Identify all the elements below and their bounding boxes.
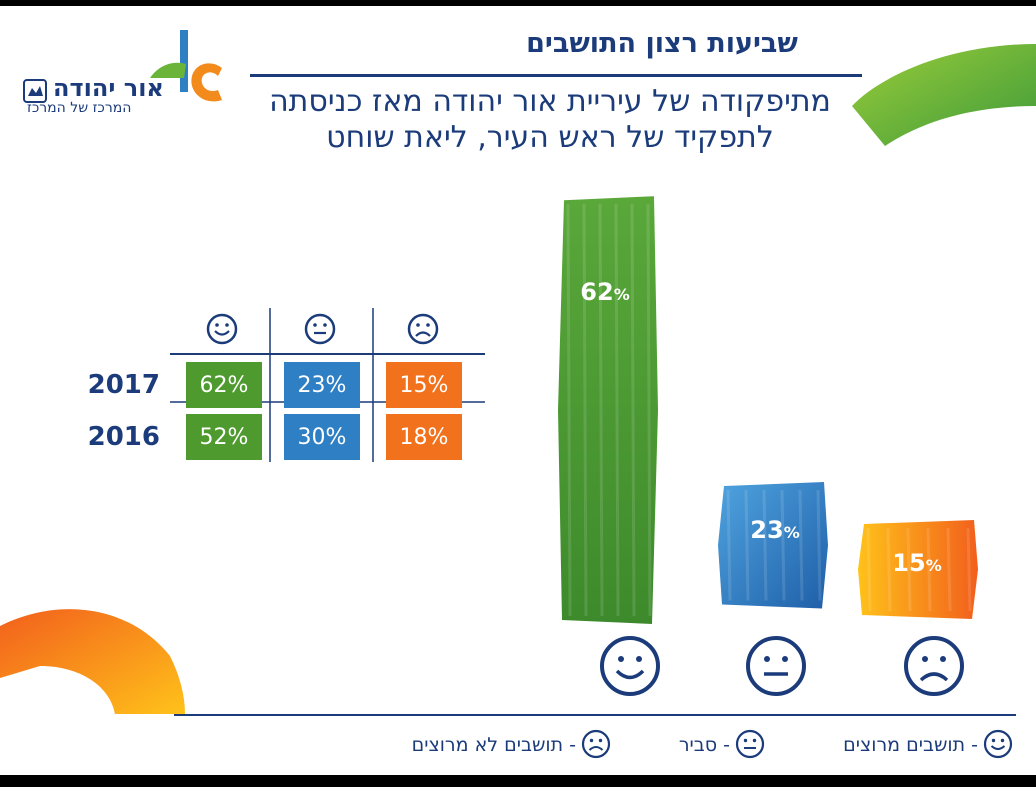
page-subtitle: מתיפקודה של עיריית אור יהודה מאז כניסתה … xyxy=(250,84,850,156)
bar-value-label-unsatisfied: 15% xyxy=(892,549,942,577)
year-label-2017: 2017 xyxy=(87,370,160,400)
bar-unsatisfied xyxy=(858,520,978,619)
cell-2017-neutral: 23% xyxy=(284,362,360,408)
bar-value-label-satisfied: 62% xyxy=(580,278,630,306)
legend-divider xyxy=(174,714,1016,716)
bar-neutral xyxy=(718,482,828,609)
bar-brush-texture xyxy=(582,204,588,617)
year-label-2016: 2016 xyxy=(87,422,160,452)
bar-value-label-neutral: 23% xyxy=(750,516,800,544)
city-emblem-icon xyxy=(23,79,47,103)
legend-unsatisfied: - תושבים לא מרוצים xyxy=(411,734,576,756)
subtitle-line-1: מתיפקודה של עיריית אור יהודה מאז כניסתה xyxy=(269,84,831,119)
bar-brush-texture xyxy=(886,527,892,612)
green-arc-shape xyxy=(852,44,1036,146)
bar-satisfied xyxy=(558,196,658,624)
bar-brush-texture xyxy=(646,204,652,617)
neutral-face-icon xyxy=(304,313,336,345)
neutral-face-icon xyxy=(735,729,765,759)
subtitle-line-2: לתפקיד של ראש העיר, ליאת שוחט xyxy=(326,120,774,155)
bar-brush-texture xyxy=(866,527,872,612)
bar-brush-texture xyxy=(726,489,732,601)
title-divider xyxy=(250,74,862,77)
smiley-icon xyxy=(600,636,660,696)
decorative-shapes xyxy=(0,44,1036,714)
frown-face-icon xyxy=(904,636,964,696)
bar-brush-texture xyxy=(598,204,604,617)
bar-brush-texture xyxy=(614,204,620,617)
frown-face-icon xyxy=(407,313,439,345)
bar-brush-texture xyxy=(798,489,804,601)
slide: אור יהודה המרכז של המרכז שביעות רצון התו… xyxy=(0,6,1036,775)
logo-mark-icon xyxy=(150,30,222,102)
bar-brush-texture xyxy=(816,489,822,601)
neutral-face-icon xyxy=(746,636,806,696)
frown-face-icon xyxy=(581,729,611,759)
cell-2017-satisfied: 62% xyxy=(186,362,262,408)
bar-brush-texture xyxy=(566,204,572,617)
bar-brush-texture xyxy=(926,527,932,612)
satisfaction-bar-chart xyxy=(558,196,978,624)
bar-brush-texture xyxy=(630,204,636,617)
orange-arc-shape xyxy=(0,609,185,714)
bar-brush-texture xyxy=(762,489,768,601)
bar-brush-texture xyxy=(744,489,750,601)
smiley-icon xyxy=(983,729,1013,759)
smiley-icon xyxy=(206,313,238,345)
page-title: שביעות רצון התושבים xyxy=(526,28,798,59)
cell-2016-satisfied: 52% xyxy=(186,414,262,460)
bar-brush-texture xyxy=(906,527,912,612)
logo-name: אור יהודה xyxy=(53,74,164,102)
legend-neutral: - סביר xyxy=(678,734,730,756)
cell-2016-neutral: 30% xyxy=(284,414,360,460)
cell-2016-unsatisfied: 18% xyxy=(386,414,462,460)
bar-brush-texture xyxy=(780,489,786,601)
cell-2017-unsatisfied: 15% xyxy=(386,362,462,408)
bar-brush-texture xyxy=(946,527,952,612)
bar-brush-texture xyxy=(966,527,972,612)
legend-satisfied: - תושבים מרוצים xyxy=(843,734,978,756)
logo-tagline: המרכז של המרכז xyxy=(27,100,132,116)
